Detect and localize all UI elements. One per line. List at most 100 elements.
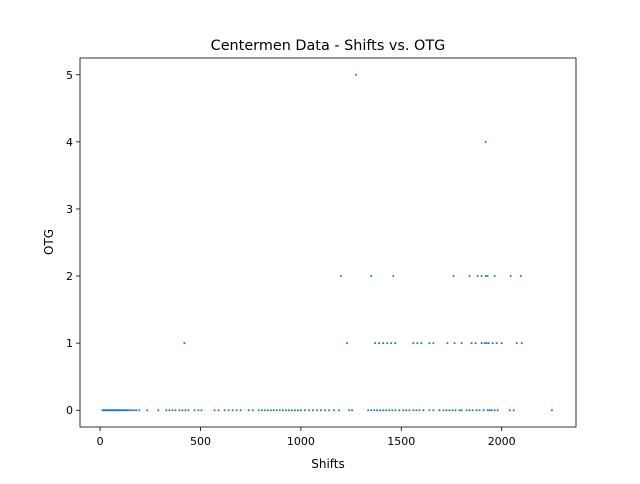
data-point	[550, 409, 553, 412]
data-point	[432, 409, 435, 412]
data-point	[370, 275, 373, 278]
data-point	[284, 409, 287, 412]
data-point	[385, 409, 388, 412]
data-point	[272, 409, 275, 412]
data-point	[415, 409, 418, 412]
data-point	[476, 275, 479, 278]
data-point	[379, 409, 382, 412]
data-point	[451, 409, 454, 412]
data-point	[515, 342, 518, 345]
data-point	[428, 342, 431, 345]
data-point	[287, 409, 290, 412]
data-point	[373, 409, 376, 412]
data-point	[340, 275, 343, 278]
data-point	[315, 409, 318, 412]
data-point	[485, 342, 488, 345]
y-tick-label: 3	[66, 203, 73, 216]
data-point	[412, 342, 415, 345]
data-point	[355, 73, 358, 76]
data-point	[442, 409, 445, 412]
data-point	[127, 409, 130, 412]
data-point	[386, 342, 389, 345]
data-point	[493, 409, 496, 412]
data-point	[446, 342, 449, 345]
data-point	[500, 342, 503, 345]
data-point	[184, 409, 187, 412]
data-point	[458, 409, 461, 412]
data-point	[223, 409, 226, 412]
x-axis-label: Shifts	[311, 457, 345, 471]
data-point	[512, 409, 515, 412]
x-axis-ticks: 0 500 1000 1500 2000	[97, 427, 516, 448]
data-point	[488, 409, 491, 412]
data-point	[370, 409, 373, 412]
y-tick-label: 2	[66, 270, 73, 283]
data-point	[378, 342, 381, 345]
data-point	[346, 342, 349, 345]
data-point	[493, 275, 496, 278]
data-point	[307, 409, 310, 412]
data-point	[348, 409, 351, 412]
data-point	[418, 409, 421, 412]
data-point	[474, 342, 477, 345]
data-point	[398, 409, 401, 412]
data-point	[495, 342, 498, 345]
data-point	[290, 409, 293, 412]
data-point	[452, 275, 455, 278]
data-point	[460, 409, 463, 412]
data-point	[428, 409, 431, 412]
data-point	[408, 409, 411, 412]
x-tick-label: 1500	[387, 435, 415, 448]
data-point	[323, 409, 326, 412]
data-point	[471, 409, 474, 412]
y-axis-ticks: 0 1 2 3 4 5	[66, 69, 80, 417]
data-point	[227, 409, 230, 412]
data-point	[125, 409, 128, 412]
data-point	[432, 342, 435, 345]
data-point	[171, 409, 174, 412]
data-point	[478, 409, 481, 412]
data-point	[445, 409, 448, 412]
data-point	[422, 409, 425, 412]
data-point	[293, 409, 296, 412]
data-point	[260, 409, 263, 412]
chart-title: Centermen Data - Shifts vs. OTG	[211, 38, 446, 54]
data-point	[484, 275, 487, 278]
data-point	[412, 409, 415, 412]
data-point	[178, 409, 181, 412]
data-point	[257, 409, 260, 412]
y-tick-label: 5	[66, 69, 73, 82]
data-point	[508, 409, 511, 412]
data-point	[483, 342, 486, 345]
data-point	[374, 342, 377, 345]
data-point	[470, 342, 473, 345]
plot-frame	[79, 57, 577, 428]
data-point	[129, 409, 132, 412]
data-point	[460, 342, 463, 345]
data-point	[217, 409, 220, 412]
data-point	[275, 409, 278, 412]
data-point	[303, 409, 306, 412]
data-point	[388, 409, 391, 412]
data-point	[405, 409, 408, 412]
data-point	[193, 409, 196, 412]
data-point	[438, 409, 441, 412]
data-point	[200, 409, 203, 412]
data-point	[338, 409, 341, 412]
data-point	[296, 409, 299, 412]
data-point	[235, 409, 238, 412]
y-tick-label: 0	[66, 404, 73, 417]
data-point	[278, 409, 281, 412]
data-point	[519, 275, 522, 278]
data-point	[231, 409, 234, 412]
data-point	[490, 409, 493, 412]
data-point	[496, 409, 499, 412]
data-point	[146, 409, 149, 412]
x-tick-label: 2000	[488, 435, 516, 448]
data-point	[468, 275, 471, 278]
data-point	[319, 409, 322, 412]
data-point	[520, 342, 523, 345]
data-point	[420, 342, 423, 345]
